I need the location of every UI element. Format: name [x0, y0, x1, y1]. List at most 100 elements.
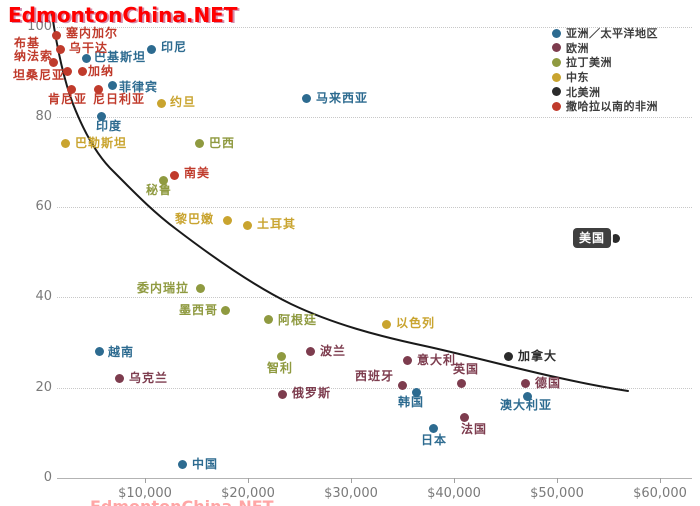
legend-item: 撒哈拉以南的非洲 — [552, 99, 658, 114]
country-label: 俄罗斯 — [292, 386, 332, 400]
data-point-dot — [398, 380, 407, 390]
country-label: 乌干达 — [69, 41, 109, 55]
country-label: 德国 — [535, 376, 562, 390]
x-axis-tick-label: $40,000 — [427, 486, 481, 501]
data-point-dot — [276, 351, 286, 361]
country-label: 约旦 — [170, 95, 197, 109]
data-point-dot — [221, 306, 231, 316]
country-label: 加拿大 — [518, 349, 558, 363]
y-axis-tick-label: 40 — [35, 289, 52, 305]
country-label: 智利 — [267, 361, 294, 375]
x-axis-tick-mark — [660, 478, 661, 483]
data-point-dot — [170, 170, 180, 180]
data-point-dot — [459, 412, 469, 422]
country-label: 委内瑞拉 — [137, 281, 190, 295]
y-axis-tick-label: 0 — [43, 470, 52, 485]
data-point-dot — [158, 175, 168, 185]
country-label-badge: 美国 — [573, 228, 612, 248]
legend-item: 亚洲／太平洋地区 — [552, 26, 658, 41]
data-point-dot — [522, 392, 532, 402]
x-axis-tick-mark — [557, 478, 558, 483]
country-label: 菲律宾 — [119, 80, 159, 94]
country-label: 巴基斯坦 — [94, 50, 147, 64]
data-point-dot — [195, 139, 205, 149]
y-axis-tick-label: 20 — [35, 379, 52, 395]
y-gridline — [57, 26, 692, 28]
data-point-dot — [520, 378, 530, 388]
x-axis-tick-label: $20,000 — [221, 486, 275, 501]
legend-color-dot — [552, 57, 561, 67]
country-label: 印尼 — [161, 40, 188, 54]
legend-color-dot — [552, 87, 561, 97]
data-point-dot — [428, 423, 438, 433]
data-point-dot — [94, 85, 104, 95]
data-point-dot — [302, 94, 312, 104]
country-label: 英国 — [453, 362, 480, 376]
country-label: 土耳其 — [257, 217, 297, 231]
x-axis-tick-label: $10,000 — [118, 486, 172, 501]
legend-color-dot — [552, 72, 561, 82]
data-point-dot — [457, 378, 467, 388]
data-point-dot — [67, 85, 77, 95]
legend-item-label: 欧洲 — [566, 41, 589, 55]
legend-item-label: 中东 — [566, 71, 589, 85]
country-label: 意大利 — [417, 353, 457, 367]
country-label: 法国 — [461, 422, 488, 436]
legend-item: 北美洲 — [552, 84, 658, 99]
y-gridline — [57, 116, 692, 118]
country-label: 日本 — [421, 433, 448, 447]
country-label: 肯尼亚 — [48, 92, 88, 106]
x-axis-tick-label: $30,000 — [324, 486, 378, 501]
data-point-dot — [63, 67, 73, 77]
country-label: 韩国 — [398, 395, 425, 409]
country-label: 西班牙 — [355, 369, 395, 383]
country-label: 墨西哥 — [179, 303, 219, 317]
data-point-dot — [178, 459, 188, 469]
country-label: 印度 — [96, 119, 123, 133]
data-point-dot — [94, 347, 104, 357]
x-axis-tick-mark — [145, 478, 146, 483]
data-point-dot — [147, 44, 157, 54]
data-point-dot — [242, 220, 252, 230]
y-gridline — [57, 387, 692, 389]
legend-item-label: 北美洲 — [566, 85, 601, 99]
country-label: 加纳 — [88, 64, 115, 78]
y-gridline — [57, 207, 692, 209]
x-axis-tick-label: $50,000 — [530, 486, 584, 501]
legend-item: 欧洲 — [552, 41, 658, 56]
data-point-dot — [306, 347, 316, 357]
country-label: 乌克兰 — [129, 371, 169, 385]
country-label: 塞内加尔 — [66, 26, 119, 40]
country-label: 黎巴嫩 — [175, 212, 215, 226]
country-label: 布基 纳法索 — [14, 36, 54, 63]
x-axis-tick-mark — [351, 478, 352, 483]
legend-item: 中东 — [552, 70, 658, 85]
country-label: 阿根廷 — [278, 313, 318, 327]
country-label: 澳大利亚 — [500, 398, 553, 412]
x-axis-line — [57, 478, 692, 479]
legend-item-label: 拉丁美洲 — [566, 56, 612, 70]
y-axis-tick-label: 60 — [35, 199, 52, 215]
data-point-dot — [611, 234, 621, 244]
legend-color-dot — [552, 43, 561, 53]
country-label: 以色列 — [396, 316, 436, 330]
y-gridline — [57, 297, 692, 299]
country-label: 波兰 — [320, 344, 347, 358]
country-label: 马来西亚 — [316, 91, 369, 105]
data-point-dot — [115, 374, 125, 384]
data-point-dot — [264, 315, 274, 325]
data-point-dot — [278, 389, 287, 399]
country-label: 巴勒斯坦 — [75, 136, 128, 150]
country-label: 秘鲁 — [146, 183, 173, 197]
data-point-dot — [503, 351, 513, 361]
country-label: 中国 — [192, 457, 219, 471]
x-axis-tick-mark — [248, 478, 249, 483]
data-point-dot — [411, 387, 421, 397]
country-label: 巴西 — [209, 136, 236, 150]
legend-color-dot — [552, 101, 561, 111]
data-point-dot — [55, 44, 65, 54]
data-point-dot — [157, 98, 167, 108]
x-axis-tick-label: $60,000 — [633, 486, 687, 501]
